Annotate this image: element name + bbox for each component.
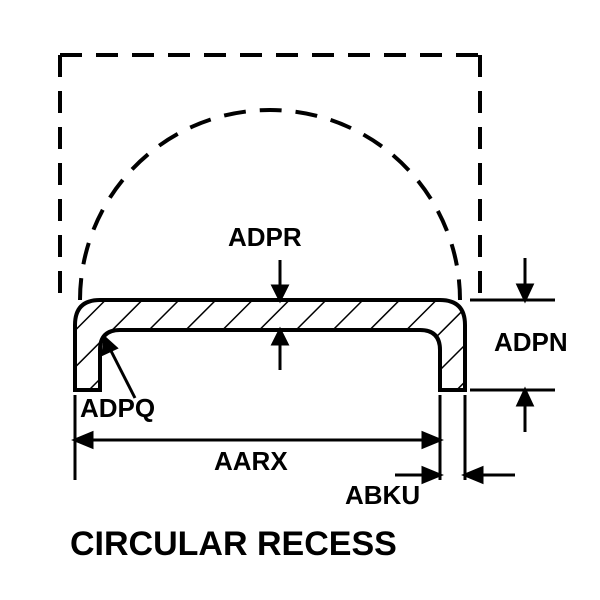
adpn-label: ADPN xyxy=(494,327,568,358)
cap-section xyxy=(75,300,465,390)
dashed-arc xyxy=(80,110,460,300)
adpq-label: ADPQ xyxy=(80,393,155,424)
abku-label: ABKU xyxy=(345,480,420,511)
aarx-label: AARX xyxy=(214,446,288,477)
adpr-label: ADPR xyxy=(228,222,302,253)
diagram-svg xyxy=(0,0,600,600)
aarx-dim xyxy=(75,433,440,447)
diagram-title: CIRCULAR RECESS xyxy=(70,525,397,564)
dashed-enclosure xyxy=(60,55,480,300)
adpq-leader xyxy=(103,338,135,398)
